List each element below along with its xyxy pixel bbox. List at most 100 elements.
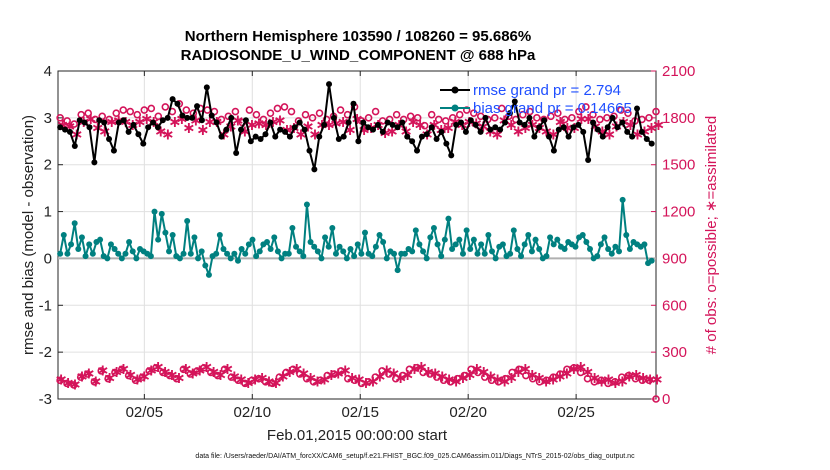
legend-rmse-label: rmse grand pr = 2.794 xyxy=(473,82,621,99)
obs-possible-marker xyxy=(97,367,106,375)
obs-possible-marker xyxy=(161,103,170,111)
bias-point xyxy=(104,255,111,262)
legend-bias-marker xyxy=(451,104,459,112)
obs-possible-marker xyxy=(63,379,71,388)
rmse-point xyxy=(360,119,367,126)
legend-bias-label: bias grand pr = 0.14665 xyxy=(473,100,632,117)
rmse-point xyxy=(213,119,220,126)
obs-assimilated-marker: ∗ xyxy=(477,362,490,381)
bias-point xyxy=(216,232,223,238)
rmse-point xyxy=(101,119,108,126)
obs-assimilated-marker: ∗ xyxy=(414,115,427,134)
obs-possible-marker xyxy=(547,112,555,121)
y-right-tick-label: 300 xyxy=(662,344,687,361)
bias-point xyxy=(166,248,173,255)
rmse-point xyxy=(345,119,352,126)
obs-possible-marker xyxy=(392,110,401,119)
obs-possible-marker xyxy=(385,370,393,378)
obs-possible-marker xyxy=(556,370,564,378)
bias-point xyxy=(231,250,238,257)
rmse-point xyxy=(374,121,381,128)
obs-possible-marker xyxy=(207,368,215,377)
rmse-point xyxy=(179,112,186,119)
rmse-point xyxy=(140,140,147,147)
obs-possible-marker xyxy=(245,106,254,114)
obs-possible-marker xyxy=(611,378,619,386)
obs-assimilated-marker: ∗ xyxy=(110,362,123,381)
y-left-tick-label: 3 xyxy=(44,110,52,127)
rmse-point xyxy=(174,100,181,107)
rmse-point xyxy=(145,124,152,131)
obs-possible-marker xyxy=(322,115,331,124)
bias-point xyxy=(626,246,633,253)
obs-possible-marker xyxy=(448,114,457,122)
bias-point xyxy=(648,257,655,264)
rmse-point xyxy=(223,126,230,133)
rmse-point xyxy=(462,128,469,135)
bias-point xyxy=(300,253,307,260)
bias-point xyxy=(227,255,234,262)
obs-possible-marker xyxy=(145,367,153,375)
bias-point xyxy=(86,241,93,248)
bias-point xyxy=(394,267,401,274)
bias-point xyxy=(441,236,448,243)
obs-assimilated-marker: ∗ xyxy=(131,370,144,389)
y-left-tick-label: 0 xyxy=(44,250,52,267)
rmse-point xyxy=(418,133,425,140)
bias-point xyxy=(430,224,437,231)
rmse-point xyxy=(370,126,377,133)
obs-possible-marker xyxy=(259,115,268,124)
rmse-point xyxy=(570,124,577,131)
obs-possible-marker xyxy=(241,379,249,388)
obs-possible-marker xyxy=(140,106,149,114)
obs-assimilated-marker: ∗ xyxy=(540,371,553,390)
obs-assimilated-marker: ∗ xyxy=(255,368,268,387)
bias-series xyxy=(57,196,655,278)
obs-possible-marker xyxy=(105,115,114,124)
rmse-point xyxy=(135,131,142,138)
bias-point xyxy=(459,250,466,257)
obs-assimilated-marker: ∗ xyxy=(145,360,158,379)
bias-point xyxy=(343,255,350,262)
obs-possible-marker xyxy=(455,110,464,119)
obs-possible-marker xyxy=(563,365,571,374)
obs-possible-marker xyxy=(344,374,352,383)
obs-possible-marker xyxy=(561,115,569,124)
bias-point xyxy=(311,243,318,250)
bias-point xyxy=(586,246,593,253)
rmse-point xyxy=(91,159,98,166)
bias-point xyxy=(162,229,169,236)
rmse-point xyxy=(599,133,606,140)
obs-possible-marker xyxy=(172,374,181,383)
obs-possible-marker xyxy=(596,115,604,124)
bias-point xyxy=(155,236,162,243)
y-axis-label-right: # of obs: o=possible; ∗=assimilated xyxy=(703,116,720,355)
obs-possible-marker xyxy=(309,378,318,386)
obs-possible-marker xyxy=(487,376,496,385)
rmse-point xyxy=(267,119,274,126)
obs-assimilated-marker: ∗ xyxy=(168,112,181,131)
rmse-point xyxy=(316,133,323,140)
obs-possible-marker xyxy=(645,114,653,122)
bias-point xyxy=(245,241,252,248)
obs-possible-marker xyxy=(63,117,71,125)
bias-point xyxy=(271,234,278,241)
rmse-point xyxy=(115,119,122,126)
obs-possible-marker xyxy=(273,104,282,113)
obs-possible-marker xyxy=(497,104,506,113)
bias-point xyxy=(641,241,648,248)
bias-point xyxy=(438,253,445,260)
obs-possible-marker xyxy=(535,378,544,386)
y-left-tick-label: -1 xyxy=(39,297,52,314)
obs-possible-marker xyxy=(494,378,503,386)
bias-point xyxy=(554,236,561,243)
bias-point xyxy=(383,255,390,262)
obs-assimilated-marker: ∗ xyxy=(394,368,407,387)
rmse-point xyxy=(404,133,411,140)
obs-assimilated-marker: ∗ xyxy=(415,357,428,376)
rmse-point xyxy=(575,121,582,128)
obs-possible-marker xyxy=(70,120,78,128)
bias-point xyxy=(358,250,365,257)
rmse-point xyxy=(169,96,176,103)
bias-point xyxy=(594,253,601,260)
